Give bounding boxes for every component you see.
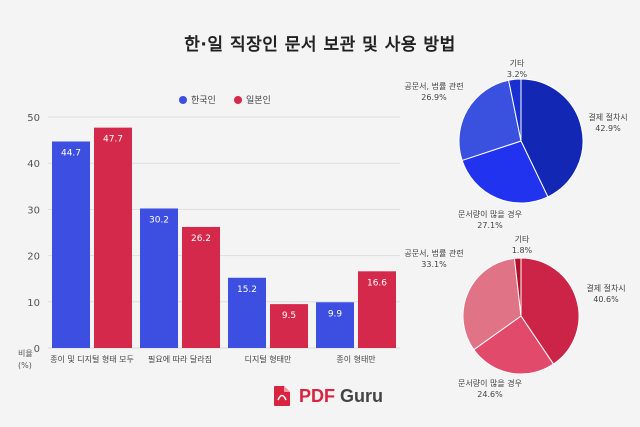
chart-title: 한·일 직장인 문서 보관 및 사용 방법 [184,35,456,55]
pie-slice [513,257,522,317]
bar [52,141,90,348]
y-tick-label: 30 [27,205,40,216]
bar-value-label: 9.9 [328,309,343,319]
bar-value-label: 47.7 [103,135,123,145]
bar-value-label: 16.6 [367,278,387,288]
bar-value-label: 30.2 [149,215,169,225]
x-tick-label: 종이 및 디지털 형태 모두 [50,354,134,364]
pie-slice-value: 33.1% [421,260,447,269]
bar [228,277,266,348]
bar-value-label: 9.5 [282,311,296,321]
bar-chart: 0 10 20 30 40 50 비율 (%) 44.7 47.7 종이 및 디지털 형태 모두 30… [18,95,400,370]
y-tick-label: 50 [27,113,40,124]
pie-slice-value: 27.1% [477,221,503,228]
legend-label: 한국인 [191,95,216,106]
pie-slice [520,257,580,365]
pie-slice-label: 문서량이 많을 경우 [458,209,522,219]
y-axis-label: 비율 [18,349,33,358]
pie-slice [520,78,584,198]
bar [94,127,132,348]
x-tick-label: 종이 형태만 [336,354,376,364]
pie-slice-label: 기타 [510,59,525,68]
legend-label: 일본인 [246,95,271,106]
pie-slice-label: 결제 절차시 [588,112,627,122]
pie-slice-value: 1.8% [512,246,533,255]
bar [358,271,396,348]
legend-marker [234,96,242,104]
brand-name-pdf: PDF [299,385,335,406]
pie-slice-label: 결제 절차시 [586,283,625,293]
pie-slice-label: 공문서, 법률 관련 [404,81,463,91]
x-tick-label: 디지털 형태만 [245,354,292,364]
bar [270,304,308,348]
y-axis-label: (%) [18,361,32,370]
y-tick-label: 10 [27,298,40,309]
korea-pie-chart: 결제 절차시 42.9% 문서량이 많을 경우 27.1% 공문서, 법률 관련 26.9… [404,59,627,228]
pie-slice-value: 24.6% [477,390,503,399]
bar-value-label: 26.2 [191,234,211,244]
pie-slice [462,257,522,351]
legend-marker [179,96,187,104]
pie-slice-value: 26.9% [421,93,447,102]
pdf-guru-logo-icon [274,386,290,406]
y-tick-label: 20 [27,252,40,263]
y-tick-label: 0 [34,344,40,355]
pie-slice-value: 40.6% [593,295,619,304]
pie-slice-label: 문서량이 많을 경우 [458,378,522,388]
pie-slice-value: 42.9% [595,124,621,133]
bar [182,226,220,348]
y-tick-label: 40 [27,159,40,170]
pie-slice-label: 공문서, 법률 관련 [404,248,463,258]
pie-slice-value: 3.2% [507,70,528,79]
pie-slice [461,140,549,204]
x-tick-label: 필요에 따라 달라짐 [148,354,212,364]
pie-slice [458,79,522,162]
bar-value-label: 44.7 [61,148,81,158]
bar-value-label: 15.2 [237,285,257,295]
brand-name-guru: Guru [335,385,383,406]
bar [140,208,178,348]
pie-slice [508,78,522,142]
japan-pie-chart: 결제 절차시 40.6% 문서량이 많을 경우 24.6% 공문서, 법률 관련 33.1… [404,235,625,399]
bar [316,302,354,348]
brand-name: PDF Guru [299,386,383,407]
pie-slice-label: 기타 [515,235,530,244]
pie-slice [473,315,555,375]
brand-logo: PDF Guru [272,384,383,408]
